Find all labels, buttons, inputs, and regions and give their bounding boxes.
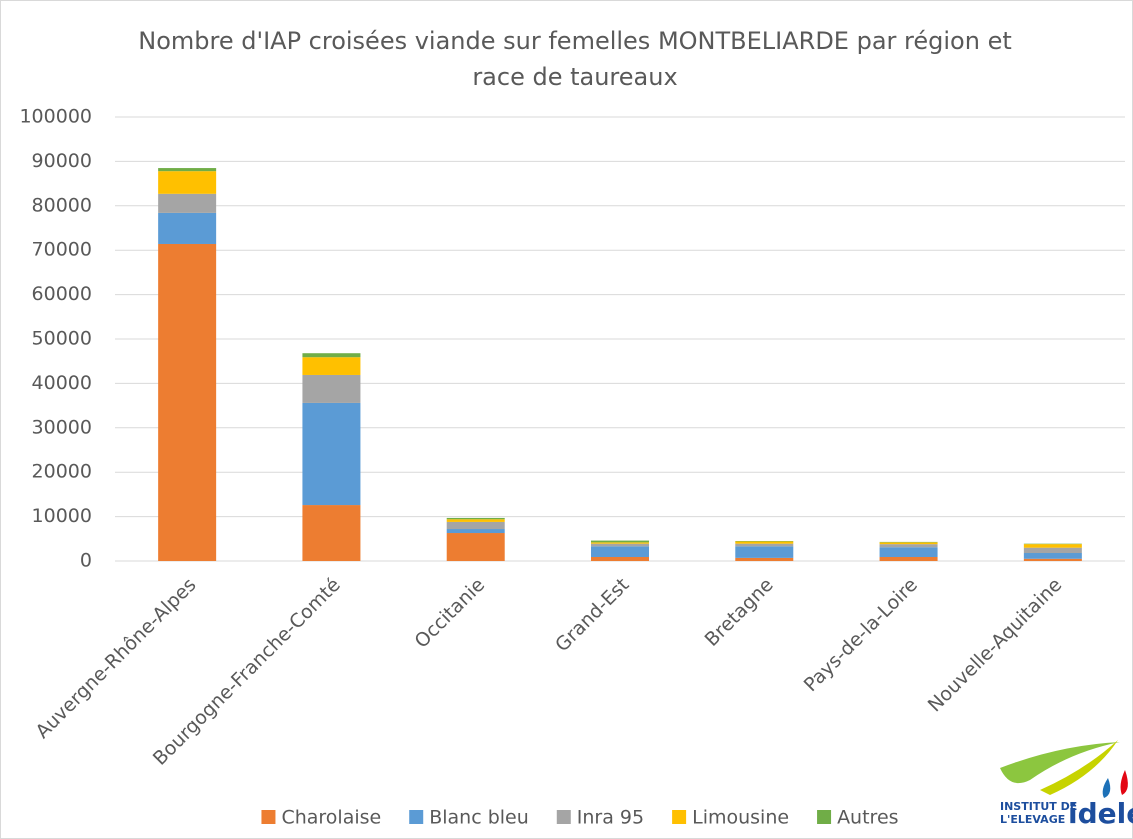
legend-label: Charolaise [281,807,381,829]
bar-segment [1023,553,1082,559]
logo-name: idele [1068,797,1133,830]
bar-segment [158,193,217,213]
bar-segment [735,546,794,558]
bar-segment [879,544,938,548]
bar-segment [446,533,505,561]
bar-segment [1023,544,1082,548]
bar-segment [735,543,794,547]
legend-label: Limousine [692,807,789,829]
y-tick-label: 0 [80,550,92,572]
y-tick-label: 50000 [32,328,92,350]
bar-segment [158,212,217,244]
bar-segment [302,374,361,403]
logo: INSTITUT DE L'ELEVAGE idele [1000,740,1133,830]
bar-segment [302,357,361,375]
bar-segment [446,517,505,520]
logo-swoosh [1040,740,1118,795]
chart-title: Nombre d'IAP croisées viande sur femelle… [138,27,1012,55]
y-tick-label: 40000 [32,372,92,394]
bar-segment [591,540,649,543]
logo-drop [1102,778,1111,798]
bar-segment [735,541,794,544]
bar-segment [302,505,361,561]
bar-segment [591,542,649,544]
bar-segment [446,521,505,530]
bar-segment [158,243,217,561]
bar-segment [1023,558,1082,561]
y-tick-label: 100000 [19,106,92,128]
y-tick-label: 30000 [32,416,92,438]
bar-segment [1023,547,1082,554]
logo-drop [1120,770,1128,795]
bar-segment [302,353,361,358]
bar-segment [158,171,217,194]
bar-segment [879,547,938,558]
legend-swatch [817,810,832,824]
bar-segment [446,519,505,522]
bar-segment [591,543,649,547]
y-tick-label: 70000 [32,239,92,261]
y-tick-label: 10000 [32,505,92,527]
legend-label: Inra 95 [577,807,644,829]
legend-swatch [261,810,276,824]
legend-label: Blanc bleu [429,807,529,829]
bar-segment [158,168,217,172]
bar-segment [879,557,938,561]
legend-label: Autres [837,807,898,829]
y-tick-label: 80000 [32,194,92,216]
bar-segment [591,557,649,561]
legend-swatch [409,810,424,824]
bar-segment [591,546,649,558]
logo-swoosh [1000,742,1120,784]
logo-text: INSTITUT DE [1000,800,1077,813]
y-tick-label: 60000 [32,283,92,305]
legend-swatch [672,810,687,824]
bar-segment [446,529,505,534]
bar-segment [735,557,794,561]
logo-text: L'ELEVAGE [1000,813,1065,826]
y-tick-label: 90000 [32,150,92,172]
y-tick-label: 20000 [32,461,92,483]
bar-segment [879,542,938,545]
bar-segment [302,402,361,506]
chart-title: race de taureaux [472,63,677,91]
legend-swatch [556,810,571,824]
